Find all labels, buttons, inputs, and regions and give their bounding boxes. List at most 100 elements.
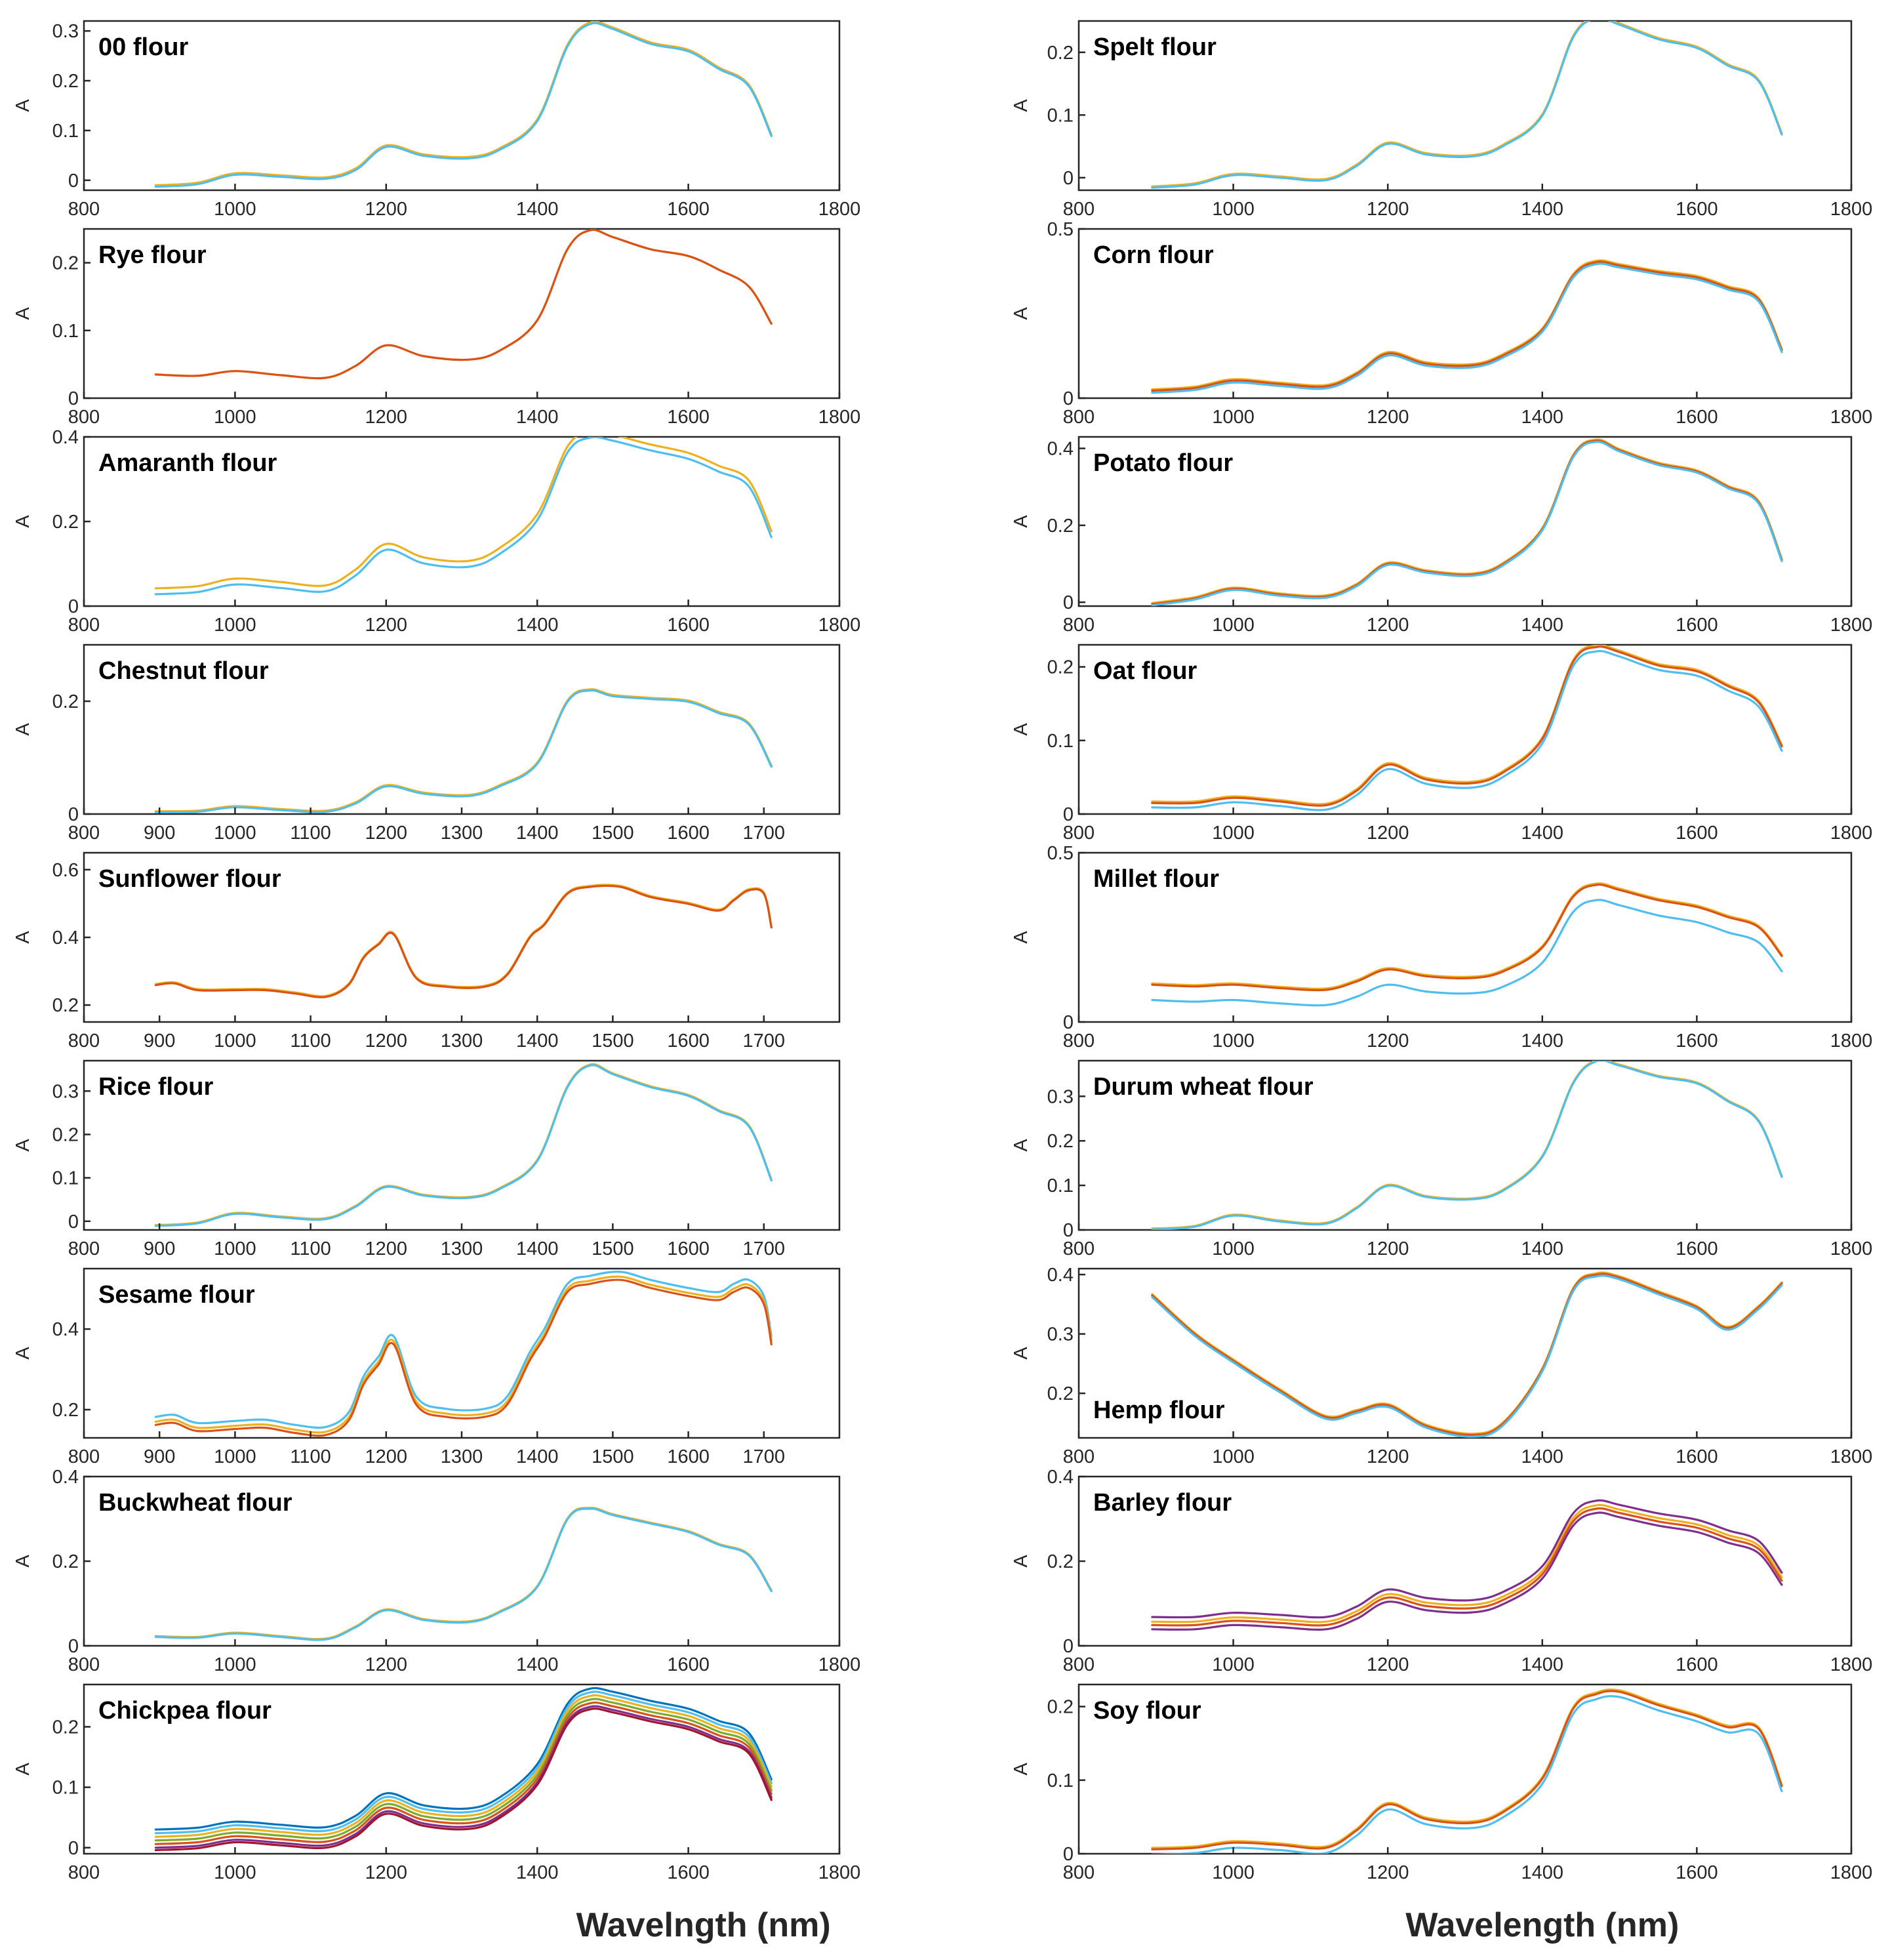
panel-chickpea-flour: 800 1000 1200 1400 1600 1800 0 0.1 0.2 A Chickpea …	[12, 1683, 860, 1883]
panel-00-flour: 800 1000 1200 1400 1600 1800 0 0.1 0.2 0.3 A 00 flo…	[12, 20, 860, 220]
x-tick-label: 1400	[1521, 407, 1564, 428]
x-tick-label: 800	[68, 199, 100, 220]
x-tick-label: 1600	[667, 407, 710, 428]
panel-potato-flour: 800 1000 1200 1400 1600 1800 0 0.2 0.4 A Potato fl…	[1011, 436, 1873, 636]
x-tick-label: 1800	[1830, 407, 1873, 428]
x-tick-label: 1200	[1367, 1654, 1409, 1675]
y-tick-label: 0.2	[52, 253, 79, 274]
x-tick-label: 1200	[365, 407, 408, 428]
x-tick-label: 1400	[516, 407, 559, 428]
panel-durum-wheat-flour: 800 1000 1200 1400 1600 1800 0 0.1 0.2 0.3 A Durum …	[1011, 1059, 1872, 1259]
series-group	[1151, 645, 1783, 811]
x-tick-label: 1400	[516, 615, 559, 636]
x-tick-label: 1800	[818, 615, 861, 636]
x-tick-label: 1200	[1367, 615, 1409, 636]
panel-title: Chestnut flour	[98, 657, 269, 685]
x-tick-label: 1600	[1676, 1238, 1718, 1259]
x-tick-label: 1400	[516, 1446, 559, 1467]
y-tick-label: 0.1	[1047, 105, 1074, 126]
x-tick-label: 1800	[1830, 1238, 1873, 1259]
y-axis-label: A	[1011, 99, 1032, 112]
y-tick-label: 0.2	[52, 995, 79, 1016]
y-tick-label: 0.2	[1047, 516, 1074, 537]
x-tick-label: 1100	[290, 1238, 331, 1259]
x-tick-label: 1400	[516, 1654, 559, 1675]
y-axis-label: A	[12, 307, 33, 320]
x-tick-label: 800	[68, 1031, 100, 1051]
series-line-s2	[1151, 260, 1783, 392]
x-tick-label: 800	[68, 823, 100, 844]
y-tick-label: 0.2	[1047, 43, 1074, 64]
y-tick-label: 0.2	[52, 1551, 79, 1572]
panel-title: Corn flour	[1093, 241, 1214, 269]
x-axis-title-right: Wavelength (nm)	[1405, 1906, 1679, 1944]
x-tick-label: 1400	[1521, 1654, 1564, 1675]
y-tick-label: 0.1	[1047, 1770, 1074, 1791]
series-line-s3	[154, 1694, 773, 1838]
x-tick-label: 1800	[1830, 823, 1873, 844]
panel-millet-flour: 800 1000 1200 1400 1600 1800 0 0.5 A Millet flour	[1011, 843, 1872, 1051]
series-line-s6	[154, 1705, 773, 1849]
y-tick-label: 0	[68, 804, 79, 825]
x-tick-label: 1700	[743, 1031, 786, 1051]
y-axis-label: A	[12, 1763, 33, 1776]
panel-title: Spelt flour	[1093, 33, 1216, 61]
plot-frame	[83, 851, 841, 1023]
series-line-s7	[154, 1707, 773, 1852]
x-tick-label: 1800	[1830, 615, 1873, 636]
x-tick-label: 1100	[290, 823, 331, 844]
panel-chestnut-flour: 800 900 1000 1100 1200 1300 1400 1500 1600 1700 0 0…	[12, 643, 841, 844]
series-line-s2	[1151, 1690, 1783, 1850]
x-tick-label: 800	[68, 615, 100, 636]
x-tick-label: 1700	[743, 823, 786, 844]
x-tick-label: 1700	[743, 1238, 786, 1259]
x-tick-label: 1000	[214, 1446, 256, 1467]
x-tick-label: 900	[144, 823, 175, 844]
x-tick-label: 1600	[667, 1446, 710, 1467]
series-line-s2	[1151, 21, 1783, 189]
y-tick-label: 0.1	[52, 121, 79, 142]
x-tick-label: 900	[144, 1031, 175, 1051]
y-tick-label: 0	[68, 1212, 79, 1233]
panel-rye-flour: 800 1000 1200 1400 1600 1800 0 0.1 0.2 A Rye flour	[12, 228, 860, 428]
series-line-s3	[1151, 899, 1783, 1007]
y-tick-label: 0.3	[1047, 1086, 1074, 1107]
x-tick-label: 1600	[667, 199, 710, 220]
x-tick-label: 1700	[743, 1446, 786, 1467]
x-tick-label: 1600	[667, 1238, 710, 1259]
x-tick-label: 1600	[1676, 199, 1718, 220]
y-tick-label: 0.4	[52, 1467, 79, 1488]
x-tick-label: 1400	[516, 1238, 559, 1259]
x-tick-label: 800	[68, 1446, 100, 1467]
series-line-s2	[154, 884, 773, 998]
panel-oat-flour: 800 1000 1200 1400 1600 1800 0 0.1 0.2 A Oat flour	[1011, 643, 1873, 844]
y-tick-label: 0	[68, 1838, 79, 1859]
series-line-s2	[1151, 884, 1783, 992]
x-tick-label: 1000	[1212, 407, 1255, 428]
panel-title: 00 flour	[98, 33, 188, 61]
panel-title: Sesame flour	[98, 1281, 255, 1309]
y-tick-label: 0.1	[1047, 1175, 1074, 1196]
panel-title: Soy flour	[1093, 1697, 1201, 1725]
x-tick-label: 1000	[214, 1031, 256, 1051]
panel-sesame-flour: 800 900 1000 1100 1200 1300 1400 1500 1600 1700 0.…	[12, 1267, 841, 1467]
x-tick-label: 1000	[214, 1238, 256, 1259]
plot-frame	[1077, 643, 1853, 815]
x-tick-label: 1800	[1830, 1862, 1873, 1883]
plot-frame	[1077, 1267, 1853, 1439]
y-tick-label: 0	[1063, 592, 1074, 613]
x-tick-label: 800	[1063, 407, 1095, 428]
x-tick-label: 1300	[441, 1238, 483, 1259]
x-tick-label: 1000	[214, 1862, 256, 1883]
x-tick-label: 1600	[1676, 823, 1718, 844]
series-group	[1151, 1688, 1783, 1854]
x-tick-label: 1400	[1521, 1446, 1564, 1467]
y-axis-label: A	[1011, 1347, 1032, 1360]
x-tick-label: 1600	[667, 615, 710, 636]
y-axis-label: A	[12, 515, 33, 528]
x-tick-label: 1300	[441, 823, 483, 844]
y-tick-label: 0.1	[52, 321, 79, 342]
plot-frame	[1077, 20, 1853, 192]
y-tick-label: 0.2	[52, 691, 79, 712]
panel-title: Chickpea flour	[98, 1697, 271, 1725]
